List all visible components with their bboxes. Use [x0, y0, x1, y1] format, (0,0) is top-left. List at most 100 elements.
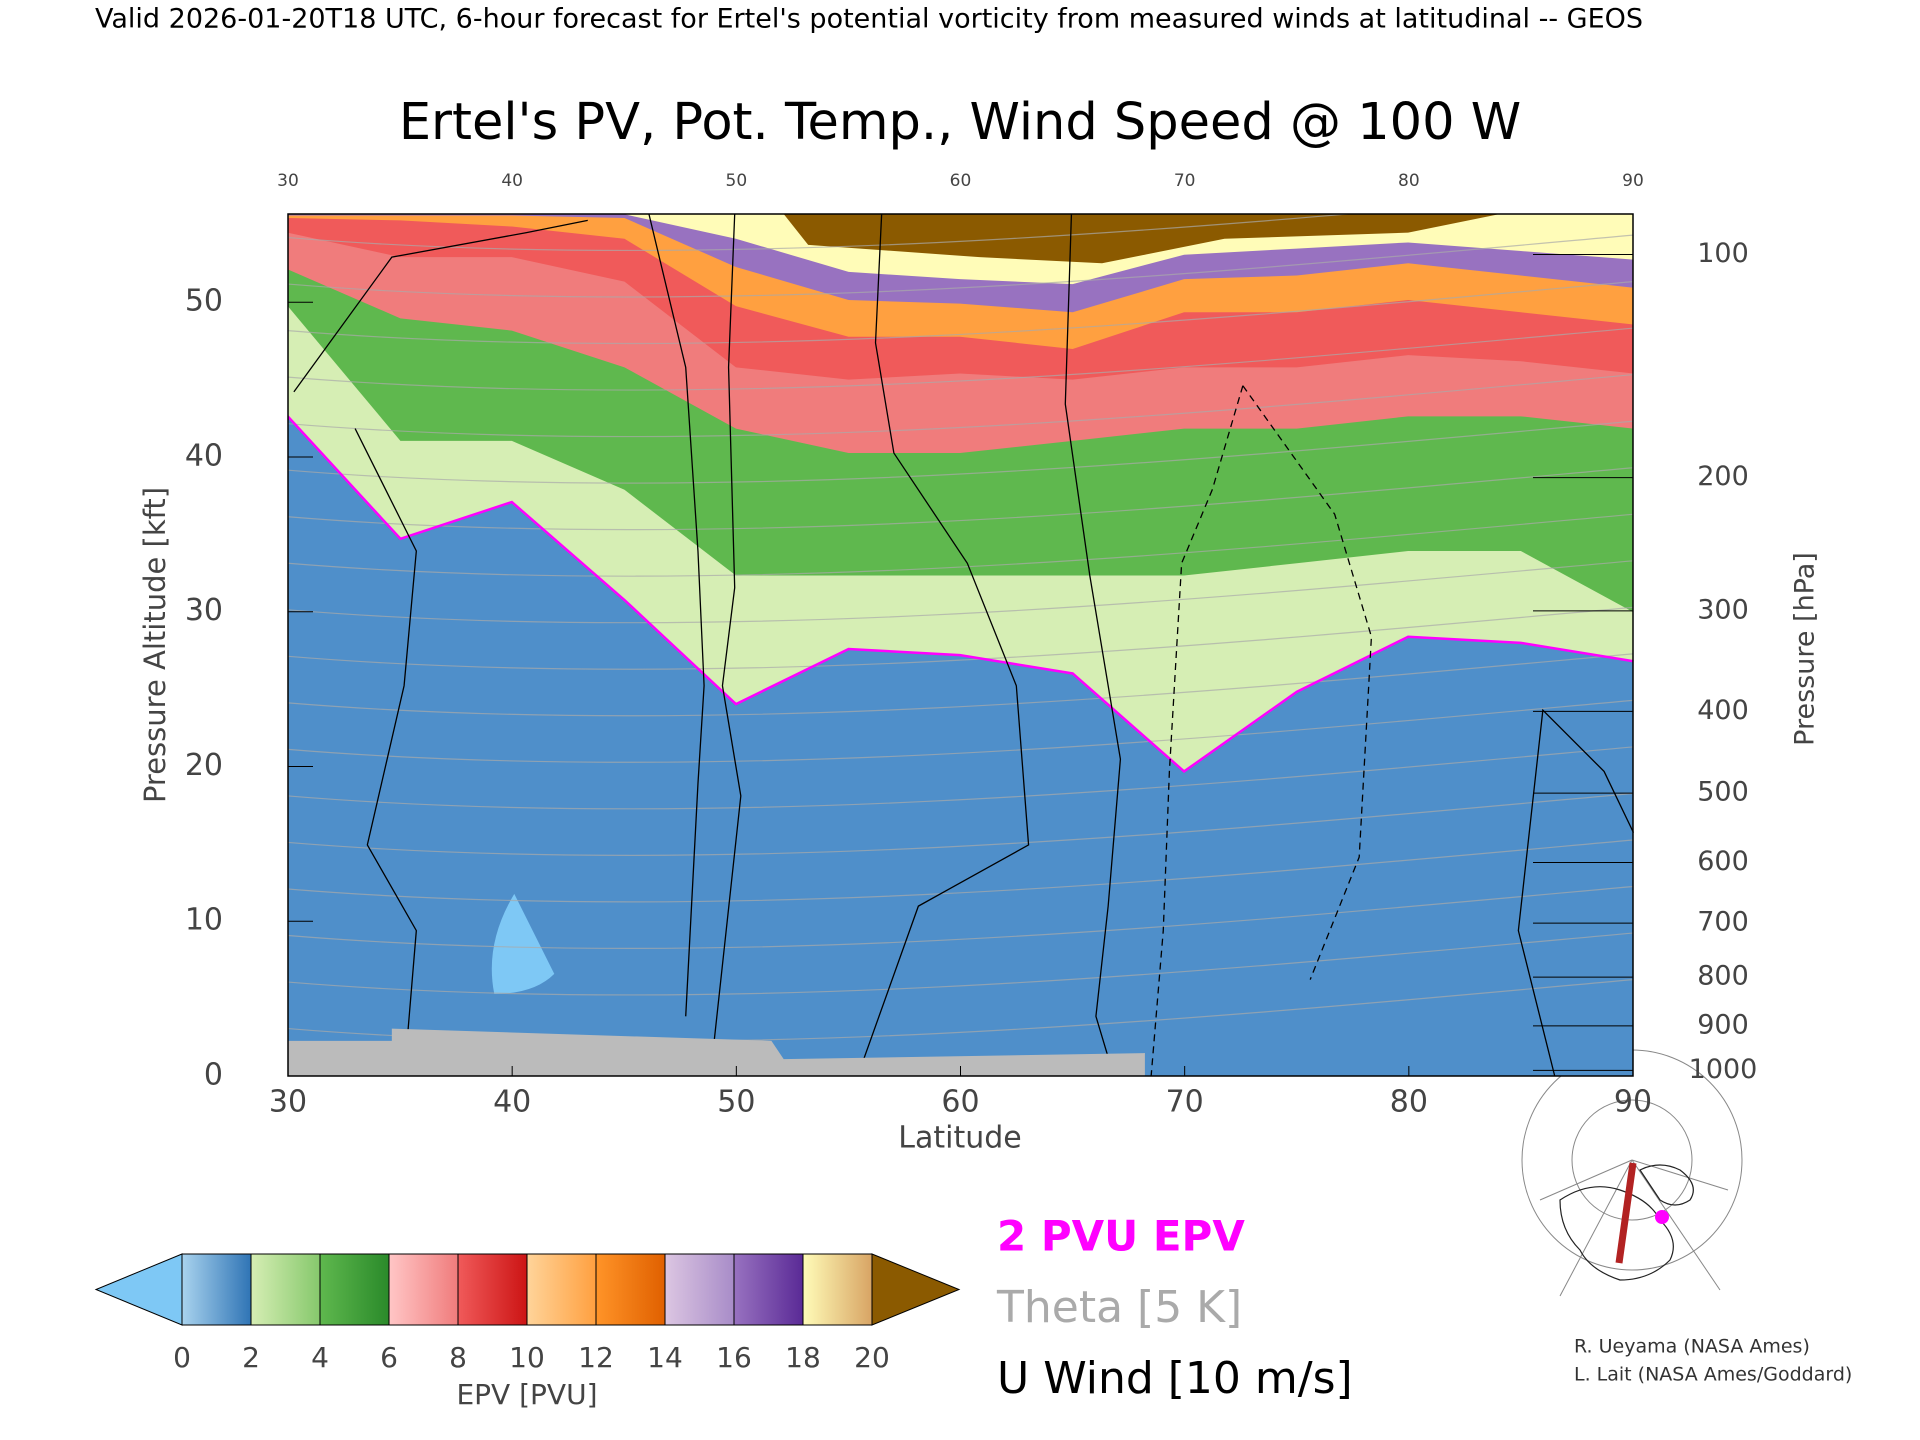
colorbar-under	[94, 1253, 183, 1326]
ground	[288, 1028, 1145, 1076]
theta-contour	[288, 214, 1355, 252]
colorbar-tick-label: 6	[380, 1341, 398, 1374]
wind-contour	[1064, 214, 1122, 1076]
x-tick-label: 40	[493, 1085, 531, 1120]
y-tick-label: 0	[204, 1058, 223, 1093]
map-meridian	[1539, 1159, 1633, 1201]
x-tick-label: 60	[941, 1085, 979, 1120]
colorbar-segment	[595, 1253, 666, 1326]
section-line	[1615, 1162, 1637, 1264]
y-tick-label: 30	[185, 593, 223, 628]
y2-tick-label: 100	[1697, 238, 1749, 269]
theta-contour	[288, 885, 1634, 950]
colorbar-tick-label: 18	[785, 1341, 821, 1374]
theta-contour	[288, 234, 1634, 298]
credit: R. Ueyama (NASA Ames)	[1574, 1336, 1810, 1358]
x-tick-label: 50	[717, 1085, 755, 1120]
colorbar-segment	[802, 1253, 873, 1326]
theta-contour	[288, 281, 1634, 345]
theta-contour	[288, 327, 1634, 391]
map-coastline	[1559, 1186, 1674, 1281]
theta-contour	[288, 699, 1634, 763]
x-top-tick-label: 40	[501, 171, 523, 191]
colorbar-tick-label: 20	[854, 1341, 890, 1374]
wind-contour	[293, 219, 588, 393]
y-tick-label: 10	[185, 903, 223, 938]
y-axis-label: Pressure Altitude [kft]	[138, 487, 172, 803]
theta-contour	[288, 467, 1634, 531]
x-tick-label: 80	[1390, 1085, 1428, 1120]
theta-contour	[288, 839, 1634, 903]
theta-contour	[288, 560, 1634, 624]
colorbar-tick-label: 16	[716, 1341, 752, 1374]
wind-contour	[648, 214, 705, 1017]
x-tick-label: 30	[269, 1085, 307, 1120]
colorbar-tick-label: 0	[173, 1341, 191, 1374]
x-top-tick-label: 30	[277, 171, 299, 191]
field-band	[783, 214, 1500, 264]
y2-tick-label: 700	[1697, 907, 1749, 938]
y2-axis-label: Pressure [hPa]	[1790, 552, 1821, 746]
colorbar-tick-label: 10	[509, 1341, 545, 1374]
colorbar-tick-label: 8	[449, 1341, 467, 1374]
map-meridian	[1559, 1159, 1633, 1297]
x-top-tick-label: 90	[1622, 171, 1644, 191]
y-tick-label: 20	[185, 748, 223, 783]
theta-contour	[288, 792, 1634, 857]
colorbar-segment	[457, 1253, 528, 1326]
legend-theta: Theta [5 K]	[996, 1282, 1242, 1333]
colorbar-segment	[664, 1253, 735, 1326]
y2-tick-label: 400	[1697, 695, 1749, 726]
y2-tick-label: 200	[1697, 461, 1749, 492]
colorbar-tick-label: 2	[242, 1341, 260, 1374]
theta-contour	[288, 513, 1634, 577]
x-top-tick-label: 60	[950, 171, 972, 191]
x-top-tick-label: 80	[1398, 171, 1420, 191]
theta-contour	[288, 746, 1634, 810]
legend-wind: U Wind [10 m/s]	[997, 1353, 1353, 1404]
wind-contour	[709, 214, 742, 1076]
theta-contour	[288, 374, 1634, 438]
colorbar-segment	[181, 1253, 252, 1326]
colorbar-segment	[388, 1253, 459, 1326]
wind-contour	[1517, 708, 1634, 1076]
colorbar-tick-label: 12	[578, 1341, 614, 1374]
colorbar-tick-label: 4	[311, 1341, 329, 1374]
field	[288, 214, 1634, 1076]
x-tick-label: 70	[1166, 1085, 1204, 1120]
theta-contour	[288, 653, 1634, 717]
map-coastline	[1639, 1164, 1694, 1206]
chart-title: Ertel's PV, Pot. Temp., Wind Speed @ 100…	[399, 93, 1521, 152]
colorbar-label: EPV [PVU]	[456, 1378, 597, 1411]
colorbar-segment	[250, 1253, 321, 1326]
y2-tick-label: 1000	[1689, 1054, 1758, 1085]
colorbar-segment	[526, 1253, 597, 1326]
theta-contour	[288, 932, 1634, 996]
pv-contour	[288, 415, 1634, 774]
y2-tick-label: 300	[1697, 594, 1749, 625]
y2-tick-label: 900	[1697, 1009, 1749, 1040]
colorbar-tick-label: 14	[647, 1341, 683, 1374]
x-tick-label: 90	[1614, 1085, 1652, 1120]
y-tick-label: 50	[185, 284, 223, 319]
map-meridian	[1631, 1159, 1721, 1291]
map-latitude	[1571, 1099, 1693, 1221]
y2-tick-label: 600	[1697, 846, 1749, 877]
x-axis-label: Latitude	[898, 1121, 1021, 1156]
legend-epv: 2 PVU EPV	[997, 1212, 1245, 1261]
colorbar-segment	[733, 1253, 804, 1326]
x-top-tick-label: 70	[1174, 171, 1196, 191]
y-tick-label: 40	[185, 438, 223, 473]
colorbar-segment	[319, 1253, 390, 1326]
theta-contour	[288, 420, 1634, 484]
colorbar-over	[871, 1253, 961, 1326]
field-patch	[491, 893, 555, 994]
y2-tick-label: 800	[1697, 961, 1749, 992]
wind-contour	[354, 428, 417, 1076]
map-meridian	[1631, 1159, 1729, 1191]
credit: L. Lait (NASA Ames/Goddard)	[1574, 1364, 1852, 1386]
header: Valid 2026-01-20T18 UTC, 6-hour forecast…	[95, 4, 1643, 35]
location-dot	[1655, 1210, 1669, 1224]
